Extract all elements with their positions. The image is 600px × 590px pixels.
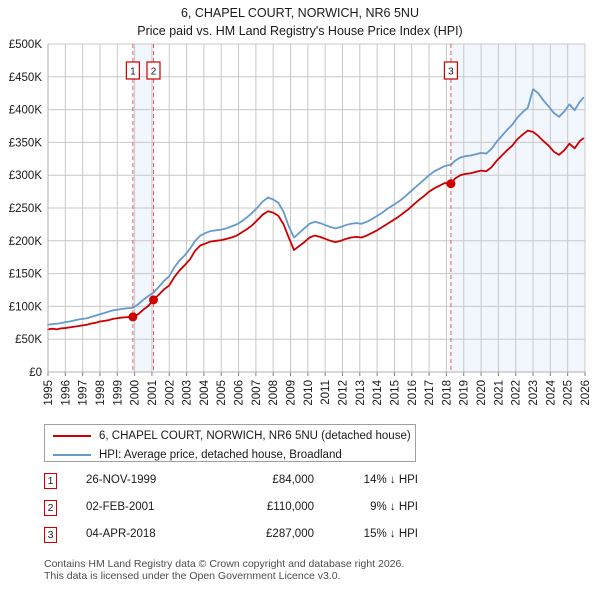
transaction-date-3: 04-APR-2018 — [86, 528, 156, 540]
x-axis-tick-label: 2016 — [407, 380, 419, 406]
y-axis-tick-label: £450K — [9, 72, 43, 84]
footer-line-licence: This data is licensed under the Open Gov… — [44, 570, 341, 582]
x-axis-tick-label: 2022 — [511, 380, 523, 406]
y-axis-tick-label: £200K — [9, 236, 43, 248]
x-axis-tick-label: 2001 — [147, 380, 159, 406]
table-row: 1 26-NOV-1999 £84,000 14% ↓ HPI — [44, 470, 444, 497]
footer-line-copyright: Contains HM Land Registry data © Crown c… — [44, 558, 405, 570]
transaction-price-2: £110,000 — [266, 501, 314, 513]
x-axis-tick-label: 2003 — [182, 380, 194, 406]
marker-badge-box-3[interactable] — [443, 61, 459, 80]
legend-item-hpi: HPI: Average price, detached house, Broa… — [45, 446, 415, 463]
x-axis-tick-label: 2019 — [459, 380, 471, 406]
x-axis-tick-label: 2004 — [199, 379, 211, 405]
x-axis-tick-label: 2023 — [528, 380, 540, 406]
series-line-hpi — [47, 88, 585, 326]
transaction-point-3[interactable] — [446, 179, 456, 189]
transaction-hpi-delta-3: 15% ↓ HPI — [363, 528, 418, 540]
transaction-badge-3: 3 — [44, 527, 57, 543]
y-axis-tick-label: £100K — [9, 301, 43, 313]
x-axis-tick-label: 2017 — [424, 380, 436, 406]
x-axis-tick-label: 2008 — [268, 380, 280, 406]
transaction-date-2: 02-FEB-2001 — [86, 501, 155, 513]
legend-swatch-property — [53, 434, 91, 437]
y-axis-tick-label: £500K — [9, 39, 43, 51]
x-axis-tick-label: 2012 — [337, 380, 349, 406]
x-axis-tick-label: 2026 — [580, 380, 592, 406]
page-subtitle: Price paid vs. HM Land Registry's House … — [137, 24, 463, 38]
series-line-property — [47, 129, 585, 331]
table-row: 2 02-FEB-2001 £110,000 9% ↓ HPI — [44, 497, 444, 524]
transaction-hpi-delta-1: 14% ↓ HPI — [363, 474, 418, 486]
marker-badge-box-2[interactable] — [146, 61, 161, 80]
x-axis-tick-label: 2018 — [441, 380, 453, 406]
x-axis-tick-label: 2014 — [372, 379, 384, 405]
transaction-point-2[interactable] — [148, 295, 158, 305]
x-axis-tick-label: 2002 — [164, 380, 176, 406]
y-axis-tick-label: £400K — [9, 105, 43, 117]
legend-swatch-hpi — [53, 453, 91, 456]
x-axis-tick-label: 2020 — [476, 380, 488, 406]
transaction-point-1[interactable] — [128, 312, 138, 322]
transaction-price-1: £84,000 — [272, 474, 314, 486]
transaction-badge-1: 1 — [44, 473, 57, 489]
x-axis-tick-label: 1999 — [112, 380, 124, 406]
marker-badge-box-1[interactable] — [125, 61, 140, 80]
x-axis-tick-label: 2009 — [286, 380, 298, 406]
page-title: 6, CHAPEL COURT, NORWICH, NR6 5NU — [180, 6, 419, 20]
y-axis-tick-label: £250K — [9, 203, 43, 215]
y-axis-tick-label: £150K — [9, 269, 43, 281]
marker-badge-label-1: 1 — [130, 67, 136, 78]
marker-badge-label-3: 3 — [448, 67, 454, 78]
x-axis-tick-label: 2000 — [130, 380, 142, 406]
x-axis-tick-label: 1997 — [78, 380, 90, 406]
x-axis-tick-label: 2024 — [545, 379, 557, 405]
legend-label-hpi: HPI: Average price, detached house, Broa… — [99, 448, 342, 461]
y-axis-tick-label: £0 — [29, 367, 42, 379]
footer-attribution: Contains HM Land Registry data © Crown c… — [44, 558, 584, 582]
x-axis-tick-label: 2013 — [355, 380, 367, 406]
x-axis-tick-label: 2010 — [303, 380, 315, 406]
y-axis-tick-label: £50K — [15, 334, 42, 346]
y-axis-tick-label: £300K — [9, 170, 43, 182]
x-axis-tick-label: 2015 — [389, 380, 401, 406]
x-axis-tick-label: 2007 — [251, 380, 263, 406]
transaction-badge-2: 2 — [44, 500, 57, 516]
x-axis-tick-label: 1998 — [95, 380, 107, 406]
transactions-table: 1 26-NOV-1999 £84,000 14% ↓ HPI 2 02-FEB… — [44, 470, 444, 551]
table-row: 3 04-APR-2018 £287,000 15% ↓ HPI — [44, 524, 444, 551]
transaction-date-1: 26-NOV-1999 — [86, 474, 157, 486]
marker-badge-label-2: 2 — [151, 67, 157, 78]
x-axis-tick-label: 1996 — [60, 380, 72, 406]
x-axis-tick-label: 2025 — [563, 380, 575, 406]
legend-label-property: 6, CHAPEL COURT, NORWICH, NR6 5NU (detac… — [99, 429, 411, 442]
x-axis-tick-label: 1995 — [43, 380, 55, 406]
transaction-hpi-delta-2: 9% ↓ HPI — [370, 501, 418, 513]
x-axis-tick-label: 2006 — [234, 380, 246, 406]
y-axis-tick-label: £350K — [9, 137, 43, 149]
title-block: 6, CHAPEL COURT, NORWICH, NR6 5NU Price … — [0, 4, 600, 40]
x-axis-tick-label: 2011 — [320, 380, 332, 405]
legend-item-property: 6, CHAPEL COURT, NORWICH, NR6 5NU (detac… — [45, 427, 415, 444]
transaction-price-3: £287,000 — [266, 528, 314, 540]
price-history-chart: £0 £50K £100K £150K £200K £250K £300K £350K £400… — [9, 39, 592, 406]
chart-legend: 6, CHAPEL COURT, NORWICH, NR6 5NU (detac… — [44, 424, 416, 462]
x-axis-tick-label: 2021 — [493, 380, 505, 406]
x-axis-tick-label: 2005 — [216, 380, 228, 406]
